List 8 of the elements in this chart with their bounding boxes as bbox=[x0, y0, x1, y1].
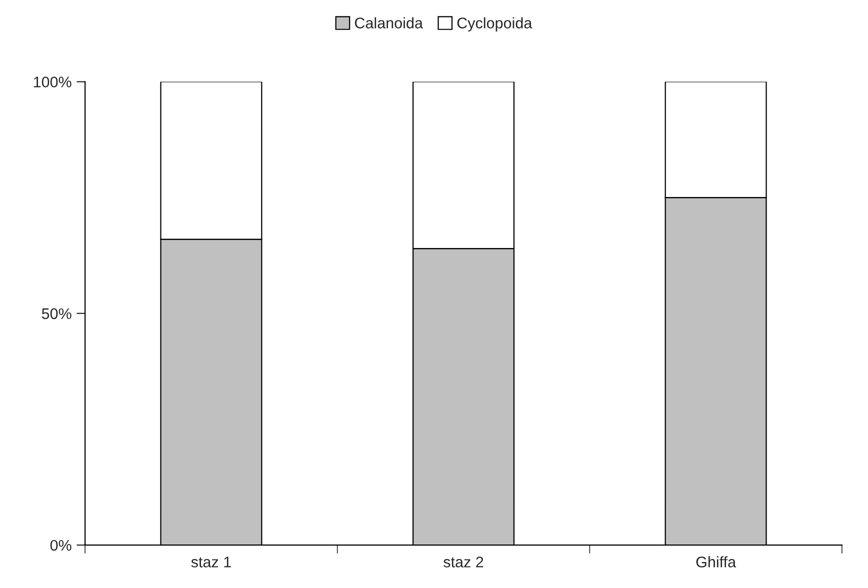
y-tick-label: 50% bbox=[42, 308, 72, 320]
y-tick-label: 0% bbox=[50, 540, 72, 551]
x-tick-label: Ghiffa bbox=[696, 556, 736, 568]
x-tick-label: staz 1 bbox=[191, 556, 231, 568]
legend-label: Calanoida bbox=[354, 17, 423, 28]
x-tick-label: staz 2 bbox=[444, 556, 484, 568]
legend-label: Cyclopoida bbox=[457, 17, 532, 32]
y-tick-label: 100% bbox=[34, 76, 72, 88]
